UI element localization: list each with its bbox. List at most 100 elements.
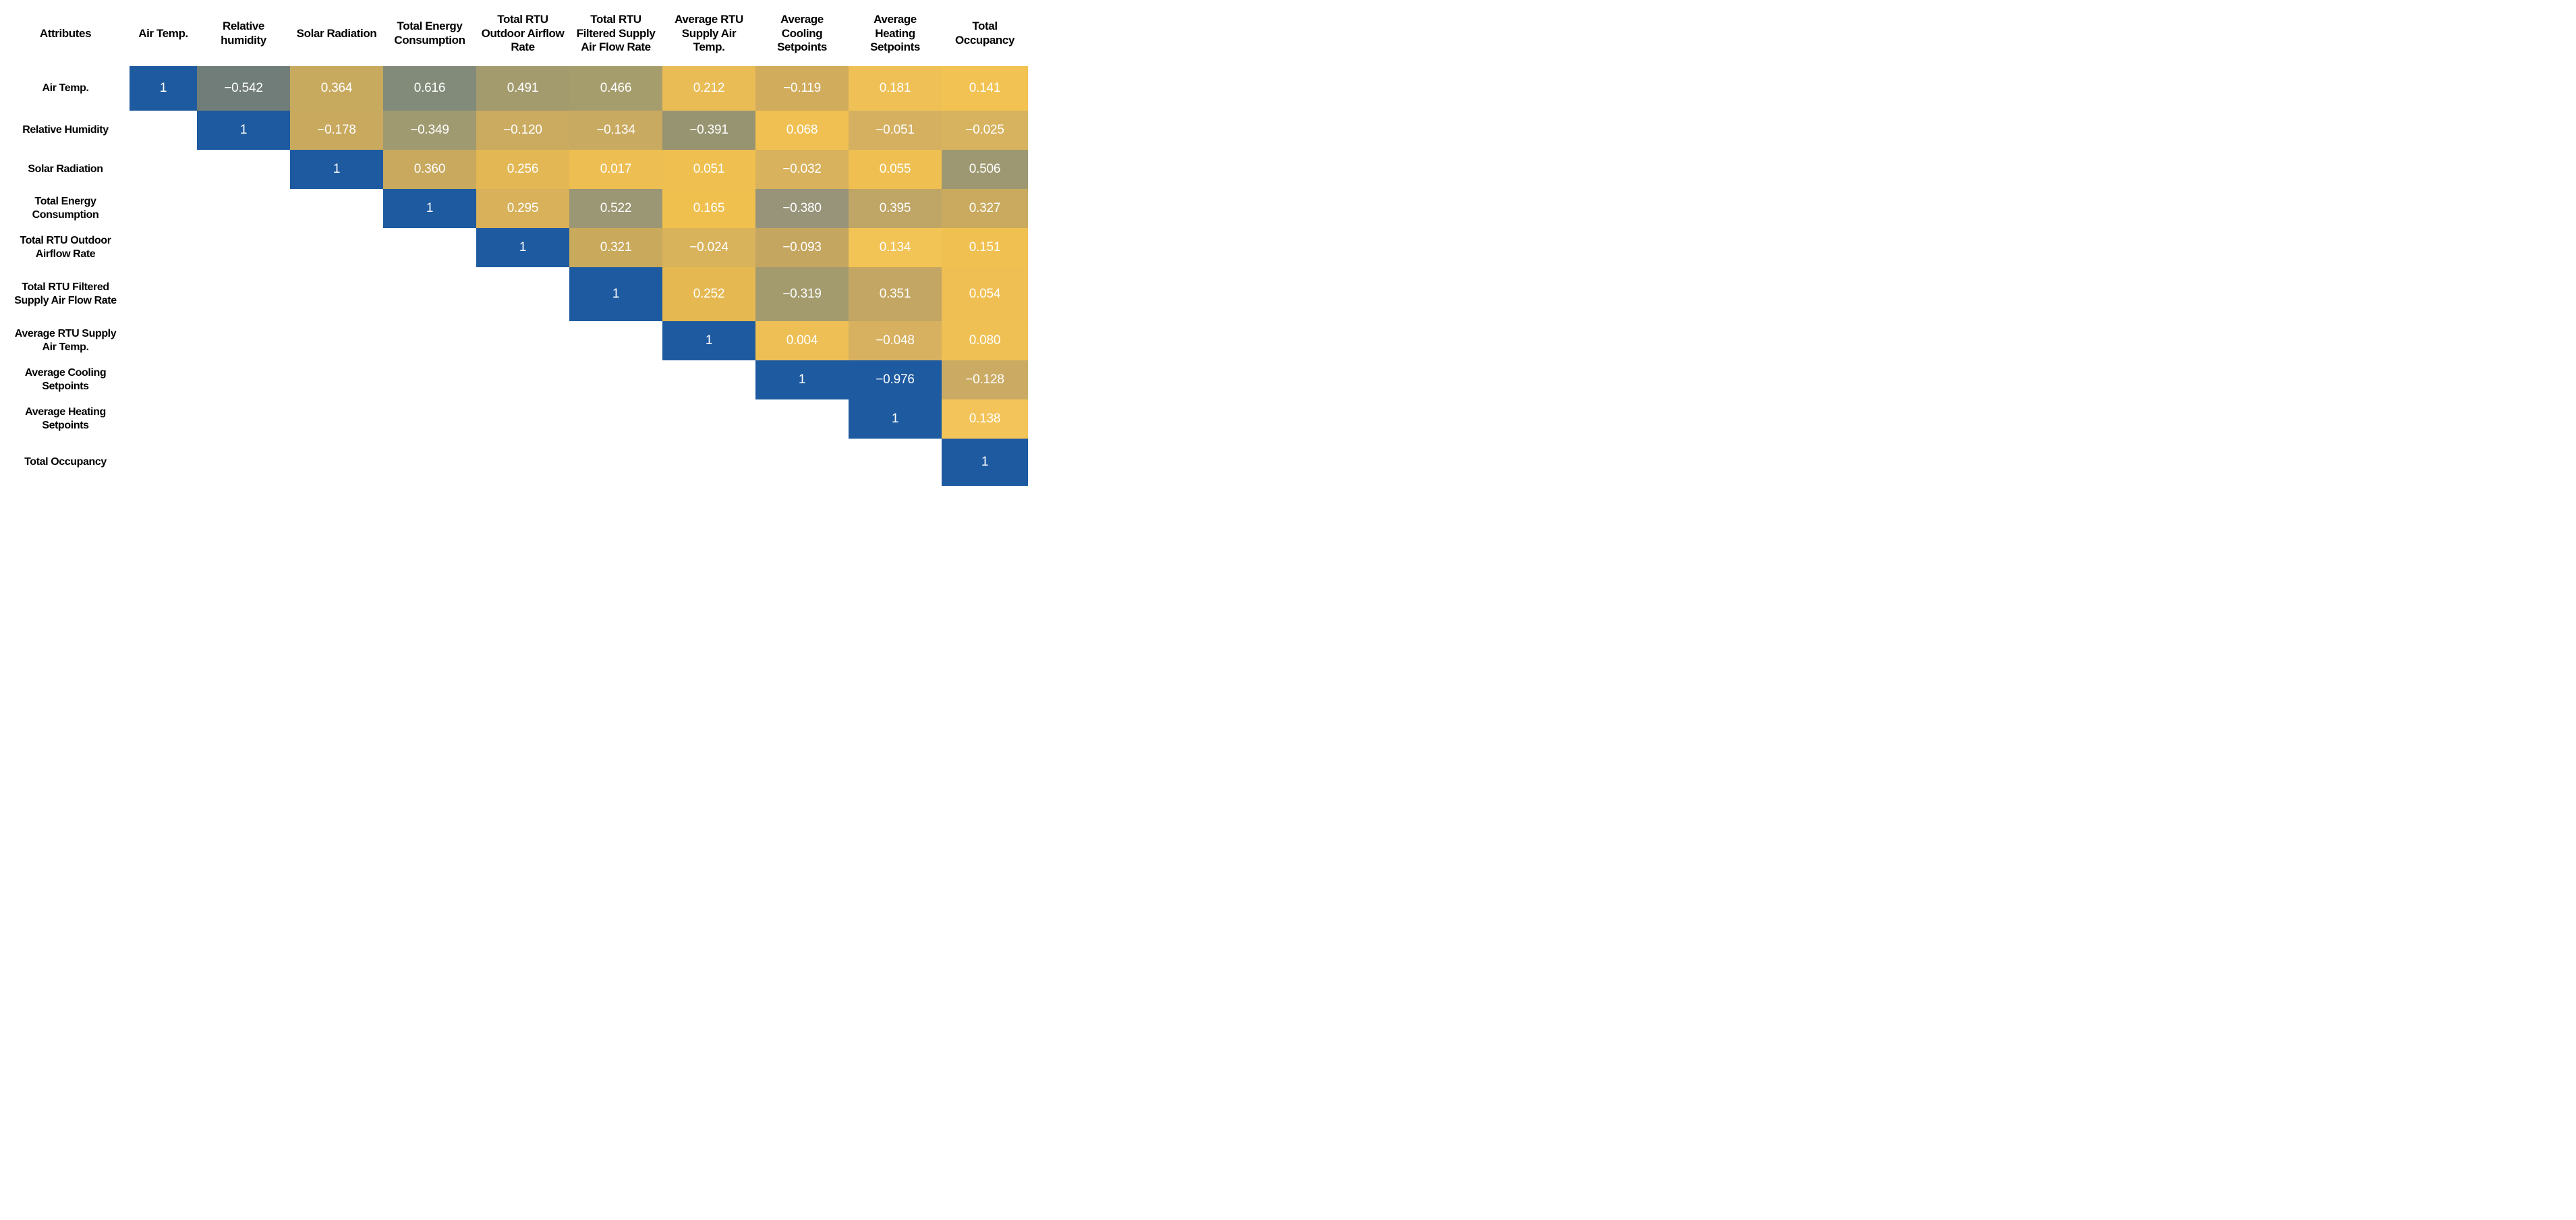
empty-cell [383, 321, 476, 360]
matrix-cell: 1 [755, 360, 849, 399]
matrix-cell: −0.024 [662, 228, 755, 267]
empty-cell [476, 360, 569, 399]
matrix-cell: 1 [383, 189, 476, 228]
matrix-cell: −0.134 [569, 111, 662, 150]
empty-cell [662, 399, 755, 439]
matrix-row: Total RTU Filtered Supply Air Flow Rate 1… [1, 267, 1032, 321]
empty-cell [197, 189, 290, 228]
empty-cell [130, 150, 197, 189]
matrix-cell: −0.380 [755, 189, 849, 228]
empty-cell [476, 267, 569, 321]
column-header: Total RTU Outdoor Airflow Rate [481, 12, 565, 54]
matrix-cell: 0.181 [849, 66, 942, 111]
empty-cell [197, 360, 290, 399]
matrix-cell: −0.120 [476, 111, 569, 150]
empty-cell [130, 439, 197, 486]
matrix-cell: 1 [476, 228, 569, 267]
matrix-cell: 0.351 [849, 267, 942, 321]
empty-cell [130, 111, 197, 150]
matrix-cell: 0.360 [383, 150, 476, 189]
header-row: Attributes Air Temp. Relative humidity Sola… [1, 1, 1032, 66]
matrix-cell: 0.054 [942, 267, 1028, 321]
matrix-cell: 0.055 [849, 150, 942, 189]
matrix-cell: 1 [849, 399, 942, 439]
matrix-cell: −0.349 [383, 111, 476, 150]
correlation-matrix: Attributes Air Temp. Relative humidity Sola… [0, 0, 1032, 493]
matrix-cell: 0.295 [476, 189, 569, 228]
matrix-cell: −0.178 [290, 111, 383, 150]
matrix-row: Solar Radiation 1 0.360 0.256 0.017 0.051 −0.0… [1, 150, 1032, 189]
empty-cell [290, 399, 383, 439]
matrix-cell: −0.051 [849, 111, 942, 150]
empty-cell [290, 321, 383, 360]
matrix-cell: 0.068 [755, 111, 849, 150]
column-header: Average RTU Supply Air Temp. [675, 12, 743, 54]
matrix-cell: 0.491 [476, 66, 569, 111]
empty-cell [197, 439, 290, 486]
matrix-cell: 0.506 [942, 150, 1028, 189]
matrix-cell: 0.017 [569, 150, 662, 189]
matrix-cell: 0.080 [942, 321, 1028, 360]
column-header: Total RTU Filtered Supply Air Flow Rate [576, 12, 656, 54]
empty-cell [662, 360, 755, 399]
row-label: Average Cooling Setpoints [24, 367, 107, 392]
row-label: Total RTU Filtered Supply Air Flow Rate [14, 281, 117, 306]
matrix-cell: 0.616 [383, 66, 476, 111]
matrix-cell: 1 [662, 321, 755, 360]
matrix-row: Average RTU Supply Air Temp. 1 0.004 −0.048… [1, 321, 1032, 360]
row-label: Average Heating Setpoints [25, 406, 106, 431]
matrix-cell: 0.364 [290, 66, 383, 111]
matrix-cell: 0.212 [662, 66, 755, 111]
empty-cell [290, 228, 383, 267]
column-header: Solar Radiation [296, 26, 377, 40]
matrix-cell: 0.138 [942, 399, 1028, 439]
empty-cell [569, 321, 662, 360]
row-label: Solar Radiation [28, 163, 103, 175]
column-header: Average Heating Setpoints [870, 12, 920, 54]
row-label: Air Temp. [42, 82, 89, 94]
matrix-cell: 1 [197, 111, 290, 150]
matrix-cell: −0.032 [755, 150, 849, 189]
empty-cell [130, 321, 197, 360]
empty-cell [130, 267, 197, 321]
empty-cell [383, 228, 476, 267]
matrix-cell: 1 [130, 66, 197, 111]
matrix-cell: 0.466 [569, 66, 662, 111]
row-label: Total Occupancy [24, 456, 107, 468]
matrix-cell: 0.141 [942, 66, 1028, 111]
matrix-cell: 0.004 [755, 321, 849, 360]
empty-cell [383, 439, 476, 486]
empty-cell [290, 439, 383, 486]
column-header: Total Energy Consumption [394, 20, 465, 47]
empty-cell [662, 439, 755, 486]
matrix-cell: 0.256 [476, 150, 569, 189]
matrix-cell: 0.395 [849, 189, 942, 228]
column-header: Average Cooling Setpoints [777, 12, 827, 54]
empty-cell [383, 267, 476, 321]
matrix-cell: 1 [569, 267, 662, 321]
matrix-cell: 0.522 [569, 189, 662, 228]
matrix-cell: −0.542 [197, 66, 290, 111]
row-label: Relative Humidity [22, 124, 109, 136]
matrix-row: Relative Humidity 1 −0.178 −0.349 −0.120 −0.1… [1, 111, 1032, 150]
empty-cell [290, 360, 383, 399]
column-header: Relative humidity [221, 20, 266, 47]
row-label: Average RTU Supply Air Temp. [14, 328, 117, 353]
matrix-cell: 1 [942, 439, 1028, 486]
empty-cell [569, 399, 662, 439]
empty-cell [476, 321, 569, 360]
matrix-cell: −0.093 [755, 228, 849, 267]
matrix-cell: −0.119 [755, 66, 849, 111]
empty-cell [383, 360, 476, 399]
empty-cell [849, 439, 942, 486]
empty-cell [755, 399, 849, 439]
matrix-row: Total RTU Outdoor Airflow Rate 1 0.321 −0.0… [1, 228, 1032, 267]
matrix-cell: 0.134 [849, 228, 942, 267]
empty-cell [197, 399, 290, 439]
matrix-cell: 0.321 [569, 228, 662, 267]
column-header: Air Temp. [138, 26, 188, 40]
matrix-cell: −0.025 [942, 111, 1028, 150]
corner-label: Attributes [39, 26, 92, 40]
matrix-row: Total Energy Consumption 1 0.295 0.522 0.165… [1, 189, 1032, 228]
empty-cell [476, 399, 569, 439]
